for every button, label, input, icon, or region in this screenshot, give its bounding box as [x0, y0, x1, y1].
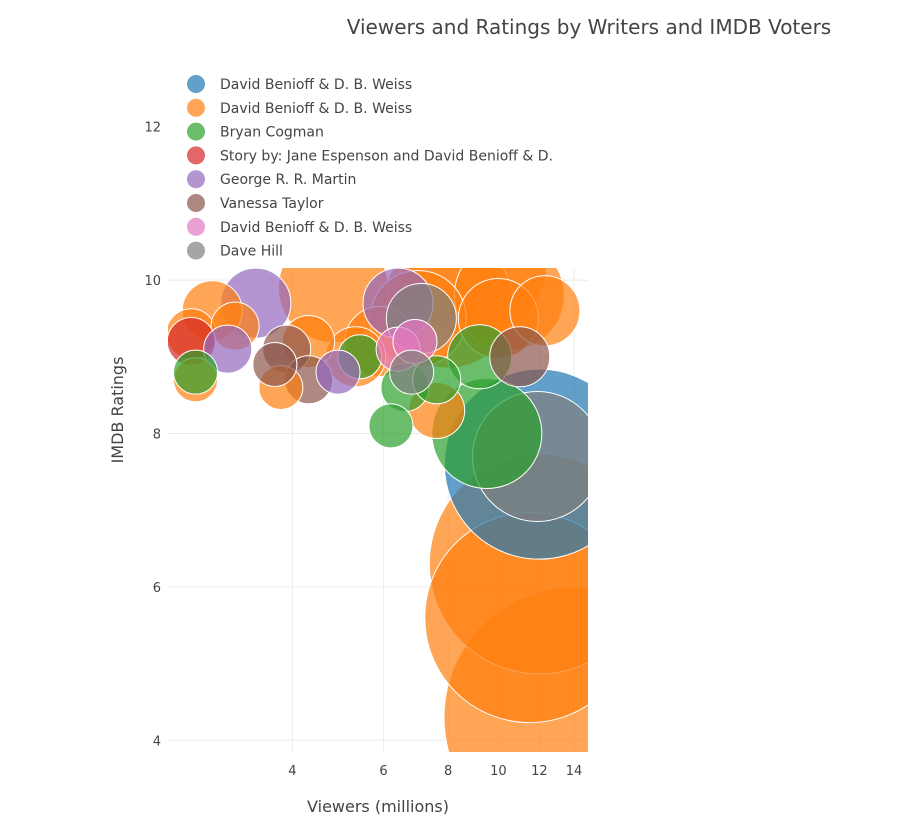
- legend-marker: [187, 194, 205, 212]
- legend-item[interactable]: Bryan Cogman: [187, 122, 324, 141]
- legend-label: David Benioff & D. B. Weiss: [220, 77, 412, 93]
- legend-marker: [187, 146, 205, 165]
- legend-label: David Benioff & D. B. Weiss: [220, 101, 412, 117]
- legend-label: George R. R. Martin: [220, 172, 356, 188]
- legend-label: David Benioff & D. B. Weiss: [220, 220, 412, 236]
- chart-title: Viewers and Ratings by Writers and IMDB …: [347, 15, 831, 39]
- legend-item[interactable]: David Benioff & D. B. Weiss: [187, 75, 412, 93]
- legend-marker: [187, 170, 205, 189]
- x-tick-label: 4: [288, 764, 296, 779]
- bubble-series-4-point-0[interactable]: [203, 324, 253, 374]
- legend-item[interactable]: George R. R. Martin: [187, 170, 356, 189]
- bubble-series-5-point-0[interactable]: [252, 341, 298, 387]
- x-tick-label: 12: [531, 764, 548, 779]
- axis-ticks: 4 6 8 10 12 14 4 6 8 10 12: [144, 121, 582, 779]
- y-tick-label: 12: [144, 121, 161, 136]
- legend[interactable]: David Benioff & D. B. Weiss David Benioff…: [187, 75, 553, 260]
- bubble-series-5-point-3[interactable]: [489, 326, 551, 388]
- bubble-series-7-point-1[interactable]: [389, 349, 435, 395]
- y-axis-label: IMDB Ratings: [108, 357, 127, 464]
- legend-item[interactable]: Story by: Jane Espenson and David Beniof…: [187, 146, 553, 165]
- legend-item[interactable]: David Benioff & D. B. Weiss: [187, 217, 412, 236]
- y-tick-label: 8: [153, 428, 161, 443]
- plot-area: [168, 268, 588, 752]
- legend-marker: [187, 75, 205, 93]
- legend-marker: [187, 217, 205, 236]
- y-tick-label: 6: [153, 581, 161, 596]
- legend-item[interactable]: David Benioff & D. B. Weiss: [187, 98, 412, 117]
- bubble-series-4-point-2[interactable]: [315, 349, 361, 395]
- x-tick-label: 14: [566, 764, 583, 779]
- legend-label: Vanessa Taylor: [220, 196, 324, 212]
- y-tick-label: 10: [144, 274, 161, 289]
- legend-label: Dave Hill: [220, 244, 283, 260]
- legend-marker: [187, 98, 205, 117]
- x-tick-label: 6: [379, 764, 387, 779]
- x-tick-label: 8: [444, 764, 452, 779]
- x-tick-label: 10: [490, 764, 507, 779]
- bubble-series-2-point-2[interactable]: [368, 403, 414, 449]
- legend-label: Bryan Cogman: [220, 125, 324, 141]
- bubble-series-2-point-0[interactable]: [173, 349, 219, 395]
- legend-marker: [187, 122, 205, 141]
- legend-item[interactable]: Dave Hill: [187, 241, 283, 260]
- x-axis-label: Viewers (millions): [307, 797, 449, 816]
- y-tick-label: 4: [153, 734, 161, 749]
- legend-label: Story by: Jane Espenson and David Beniof…: [220, 148, 553, 164]
- legend-marker: [187, 241, 205, 260]
- legend-item[interactable]: Vanessa Taylor: [187, 194, 324, 212]
